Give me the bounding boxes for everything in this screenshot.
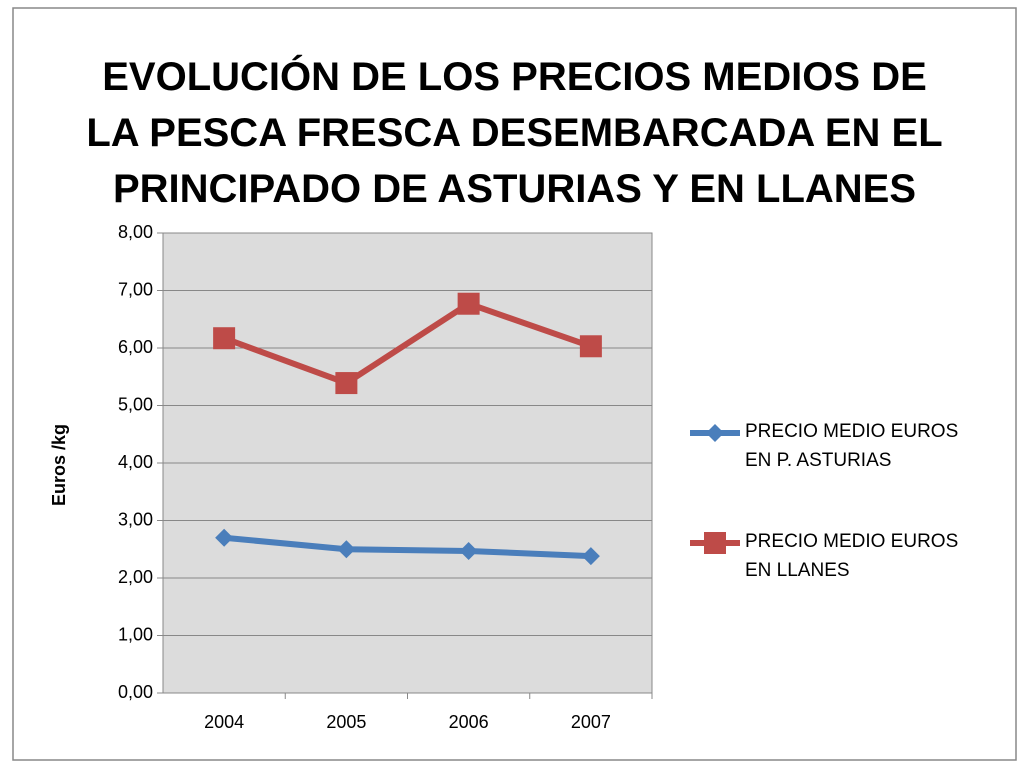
y-tick-label: 6,00 [118,337,153,357]
marker [704,532,726,554]
series-line [223,300,592,387]
x-tick-label: 2004 [204,712,244,732]
x-tick-label: 2005 [326,712,366,732]
marker [337,540,356,559]
y-tick-label: 4,00 [118,452,153,472]
y-tick-label: 1,00 [118,624,153,644]
legend-label: PRECIO MEDIO EUROS EN P. ASTURIAS [745,421,959,471]
x-tick-label: 2007 [571,712,611,732]
chart-title: LA PESCA FRESCA DESEMBARCADA EN EL [86,111,943,155]
marker [459,541,478,560]
chart-title: PRINCIPADO DE ASTURIAS Y EN LLANES [112,167,917,211]
series-line [223,534,592,560]
marker [335,372,358,395]
x-tick-label: 2006 [449,712,489,732]
y-axis-label: Euros /kg [49,424,69,506]
marker [706,424,724,442]
y-tick-label: 3,00 [118,509,153,529]
y-tick-label: 0,00 [118,682,153,702]
marker [581,547,600,566]
marker [215,528,234,547]
y-tick-label: 5,00 [118,394,153,414]
marker [213,327,236,350]
legend-label: PRECIO MEDIO EUROS EN LLANES [745,531,959,581]
marker [579,335,602,358]
y-tick-label: 2,00 [118,567,153,587]
y-tick-label: 8,00 [118,222,153,242]
chart-title: EVOLUCIÓN DE LOS PRECIOS MEDIOS DE [102,55,927,99]
y-tick-label: 7,00 [118,279,153,299]
marker [457,292,480,315]
